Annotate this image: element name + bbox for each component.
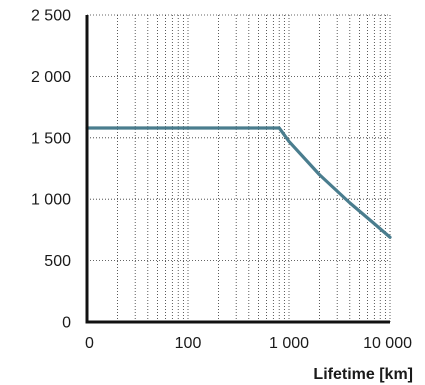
x-axis-title: Lifetime [km]	[313, 366, 413, 383]
x-tick-label: 100	[175, 335, 202, 352]
y-tick-label: 2 500	[31, 8, 71, 25]
y-tick-label: 2 000	[31, 69, 71, 86]
y-tick-label: 1 000	[31, 192, 71, 209]
y-tick-label: 1 500	[31, 130, 71, 147]
y-tick-label: 0	[62, 315, 71, 332]
series-line-1	[85, 126, 392, 239]
y-tick-labels: 0 500 1 000 1 500 2 000 2 500	[31, 8, 71, 332]
x-tick-label: 0	[85, 335, 94, 352]
grid	[87, 14, 391, 322]
x-tick-labels: 0 100 1 000 10 000	[85, 335, 412, 352]
series-layer	[85, 126, 392, 239]
y-tick-label: 500	[44, 253, 71, 270]
x-tick-label: 10 000	[363, 335, 412, 352]
x-tick-label: 1 000	[269, 335, 309, 352]
